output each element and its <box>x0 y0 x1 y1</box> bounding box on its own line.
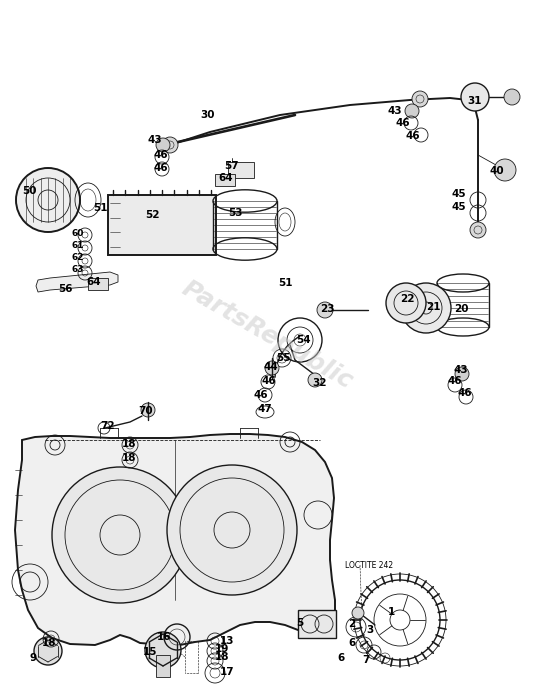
Text: 43: 43 <box>148 135 163 145</box>
Text: 22: 22 <box>400 294 415 304</box>
Circle shape <box>352 607 364 619</box>
Text: 46: 46 <box>262 376 277 386</box>
Text: 53: 53 <box>228 208 242 218</box>
Text: 64: 64 <box>218 173 233 183</box>
Text: 46: 46 <box>154 163 169 173</box>
Text: 62: 62 <box>72 253 85 262</box>
Bar <box>298 610 336 638</box>
Circle shape <box>504 89 520 105</box>
Text: 13: 13 <box>220 636 234 646</box>
Bar <box>156 655 170 677</box>
Circle shape <box>265 361 279 375</box>
Circle shape <box>52 467 188 603</box>
Polygon shape <box>15 434 335 645</box>
Bar <box>215 174 235 186</box>
Text: 51: 51 <box>278 278 293 288</box>
Text: 46: 46 <box>447 376 462 386</box>
Text: 46: 46 <box>254 390 269 400</box>
Text: 51: 51 <box>93 203 108 213</box>
Circle shape <box>455 367 469 381</box>
Text: 70: 70 <box>138 406 152 416</box>
Bar <box>228 162 254 178</box>
Text: 16: 16 <box>157 632 172 642</box>
Circle shape <box>162 137 178 153</box>
Text: 45: 45 <box>451 189 465 199</box>
Polygon shape <box>36 272 118 292</box>
Text: PartsRepublic: PartsRepublic <box>178 276 357 394</box>
Circle shape <box>494 159 516 181</box>
Text: 2: 2 <box>348 619 355 629</box>
Text: 6: 6 <box>348 638 355 648</box>
Circle shape <box>401 283 451 333</box>
Text: 18: 18 <box>215 652 230 662</box>
Text: 61: 61 <box>72 241 85 249</box>
Circle shape <box>34 637 62 665</box>
Text: 23: 23 <box>320 304 334 314</box>
Text: 7: 7 <box>362 655 369 665</box>
Text: 64: 64 <box>86 277 101 287</box>
Text: 57: 57 <box>224 161 239 171</box>
Circle shape <box>145 632 181 668</box>
Bar <box>88 278 108 290</box>
Text: 46: 46 <box>458 388 472 398</box>
Circle shape <box>167 465 297 595</box>
Circle shape <box>156 138 170 152</box>
Text: 46: 46 <box>406 131 421 141</box>
Text: 32: 32 <box>312 378 326 388</box>
Text: 40: 40 <box>490 166 505 176</box>
Text: 72: 72 <box>100 421 114 431</box>
Text: 19: 19 <box>215 644 230 654</box>
Text: 63: 63 <box>72 265 85 274</box>
Text: 1: 1 <box>388 607 395 617</box>
Text: 18: 18 <box>42 638 57 648</box>
Circle shape <box>405 104 419 118</box>
Text: 52: 52 <box>145 210 159 220</box>
Text: 43: 43 <box>388 106 403 116</box>
Circle shape <box>308 373 322 387</box>
Circle shape <box>461 83 489 111</box>
Text: 9: 9 <box>30 653 37 663</box>
Text: 31: 31 <box>467 96 482 106</box>
Text: 50: 50 <box>22 186 36 196</box>
Text: 56: 56 <box>58 284 73 294</box>
Text: 54: 54 <box>296 335 311 345</box>
Text: 6: 6 <box>337 653 344 663</box>
Circle shape <box>386 283 426 323</box>
Circle shape <box>317 302 333 318</box>
Circle shape <box>141 403 155 417</box>
Text: 18: 18 <box>122 453 136 463</box>
Text: 18: 18 <box>122 439 136 449</box>
Text: 15: 15 <box>143 647 157 657</box>
Text: 46: 46 <box>154 150 169 160</box>
Text: 47: 47 <box>257 404 272 414</box>
Text: 45: 45 <box>451 202 465 212</box>
Text: LOCTITE 242: LOCTITE 242 <box>345 561 393 570</box>
Circle shape <box>470 222 486 238</box>
Text: 5: 5 <box>296 618 303 628</box>
Bar <box>108 195 216 255</box>
Text: 43: 43 <box>454 365 469 375</box>
Circle shape <box>16 168 80 232</box>
Text: 30: 30 <box>200 110 215 120</box>
Text: 44: 44 <box>264 362 279 372</box>
Text: 55: 55 <box>276 353 291 363</box>
Text: 46: 46 <box>396 118 411 128</box>
Circle shape <box>412 91 428 107</box>
Text: 60: 60 <box>72 228 85 237</box>
Text: 21: 21 <box>426 302 440 312</box>
Text: 20: 20 <box>454 304 469 314</box>
Text: 3: 3 <box>366 625 373 635</box>
Text: 17: 17 <box>220 667 235 677</box>
